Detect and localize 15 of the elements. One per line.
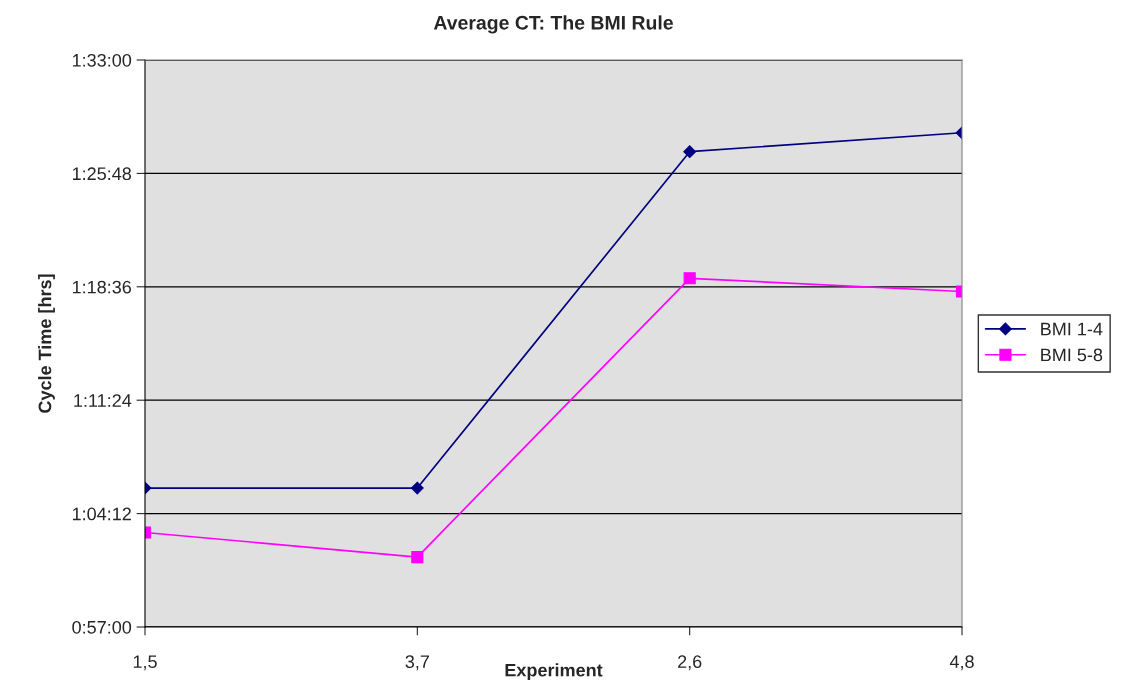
y-tick-label: 1:25:48 xyxy=(72,167,132,181)
legend-label: BMI 1-4 xyxy=(1041,322,1103,336)
x-tick-label: 4,8 xyxy=(949,655,974,671)
y-tick-label: 1:11:24 xyxy=(74,394,132,407)
x-tick-label: 1,5 xyxy=(133,655,157,671)
y-tick-label: 1:18:36 xyxy=(72,280,132,294)
x-tick-label: 3,7 xyxy=(405,655,429,671)
y-tick-label: 0:57:00 xyxy=(72,620,132,634)
y-tick-label: 1:04:12 xyxy=(72,507,131,521)
y-tick-label: 1:33:00 xyxy=(72,53,132,67)
y-axis-title: Cycle Time [hrs] xyxy=(38,274,55,413)
x-tick-label: 2,6 xyxy=(678,655,702,671)
legend-label: BMI 5-8 xyxy=(1041,348,1103,362)
x-axis-title: Experiment xyxy=(505,663,603,681)
chart-title: Average CT: The BMI Rule xyxy=(433,15,673,34)
